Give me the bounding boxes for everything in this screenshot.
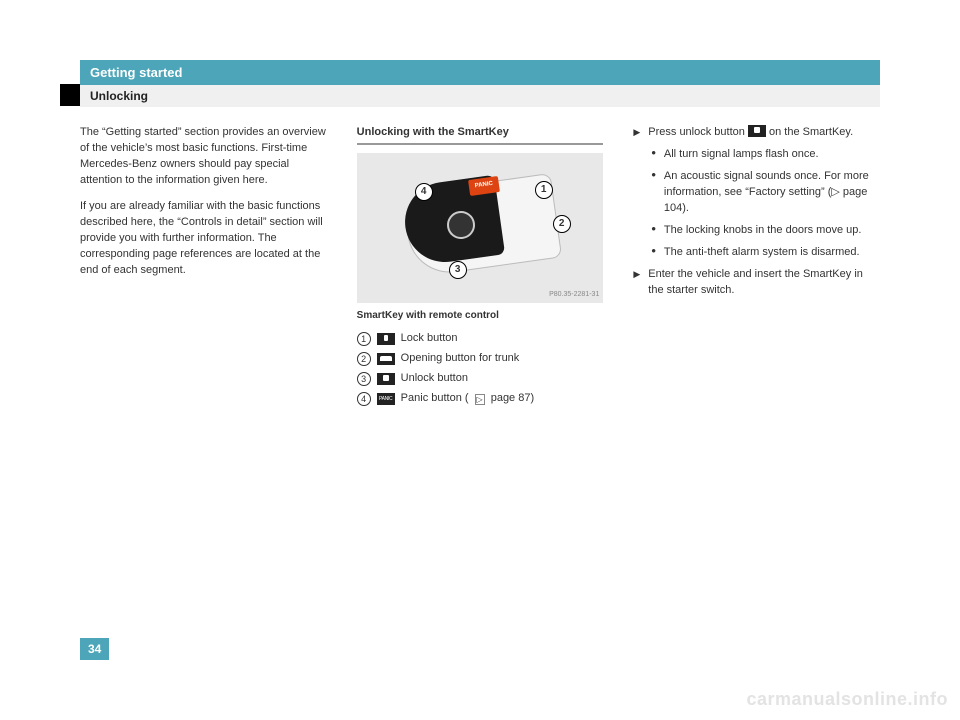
lock-icon [377, 333, 395, 345]
step-2-text: Enter the vehicle and insert the SmartKe… [648, 267, 880, 299]
callout-1: 1 [535, 181, 553, 199]
result-4-text: The anti-theft alarm system is disarmed. [664, 245, 860, 261]
watermark: carmanualsonline.info [746, 689, 948, 710]
legend-row-1: 1 Lock button [357, 331, 604, 347]
section-title: Unlocking [80, 85, 880, 107]
xref-icon: ▷ [475, 394, 485, 405]
column-1: The “Getting started” section provides a… [80, 125, 327, 411]
smartkey-figure: PANIC 1 2 3 4 P80.35-2281-31 [357, 153, 604, 303]
step-2: ▶ Enter the vehicle and insert the Smart… [633, 267, 880, 299]
side-tab [60, 84, 80, 106]
legend-row-2: 2 Opening button for trunk [357, 351, 604, 367]
legend-row-3: 3 Unlock button [357, 371, 604, 387]
legend-num-1: 1 [357, 332, 371, 346]
legend-num-3: 3 [357, 372, 371, 386]
callout-4: 4 [415, 183, 433, 201]
legend-text-2: Opening button for trunk [401, 351, 520, 367]
unlock-icon [377, 373, 395, 385]
result-3: • The locking knobs in the doors move up… [651, 223, 880, 239]
unlocking-heading: Unlocking with the SmartKey [357, 125, 604, 145]
step-1-results: • All turn signal lamps flash once. • An… [651, 147, 880, 261]
legend-row-4: 4 PANIC Panic button ( ▷ page 87) [357, 391, 604, 407]
callout-3: 3 [449, 261, 467, 279]
callout-2: 2 [553, 215, 571, 233]
step-1-text: Press unlock button on the SmartKey. [648, 125, 853, 141]
legend-text-1: Lock button [401, 331, 458, 347]
bullet-icon: • [651, 147, 656, 163]
intro-paragraph-1: The “Getting started” section provides a… [80, 125, 327, 189]
intro-paragraph-2: If you are already familiar with the bas… [80, 199, 327, 279]
page-number: 34 [80, 638, 109, 660]
unlock-icon-inline [748, 125, 766, 137]
step-1: ▶ Press unlock button on the SmartKey. [633, 125, 880, 141]
step-marker-icon: ▶ [633, 126, 640, 141]
step1-b: on the SmartKey. [766, 126, 853, 138]
result-2: • An acoustic signal sounds once. For mo… [651, 169, 880, 217]
column-2: Unlocking with the SmartKey PANIC 1 2 3 … [357, 125, 604, 411]
result-1-text: All turn signal lamps flash once. [664, 147, 819, 163]
legend-text-4b: page 87) [491, 391, 534, 407]
legend-text-3: Unlock button [401, 371, 468, 387]
bullet-icon: • [651, 245, 656, 261]
figure-ref: P80.35-2281-31 [549, 290, 599, 300]
step-marker-icon: ▶ [633, 268, 640, 299]
body-columns: The “Getting started” section provides a… [80, 125, 880, 411]
result-4: • The anti-theft alarm system is disarme… [651, 245, 880, 261]
legend-num-4: 4 [357, 392, 371, 406]
legend-num-2: 2 [357, 352, 371, 366]
result-3-text: The locking knobs in the doors move up. [664, 223, 862, 239]
bullet-icon: • [651, 223, 656, 239]
result-2-text: An acoustic signal sounds once. For more… [664, 169, 880, 217]
chapter-title: Getting started [80, 60, 880, 85]
trunk-icon [377, 353, 395, 365]
page-content: Getting started Unlocking The “Getting s… [80, 60, 880, 411]
column-3: ▶ Press unlock button on the SmartKey. •… [633, 125, 880, 411]
result-1: • All turn signal lamps flash once. [651, 147, 880, 163]
figure-caption: SmartKey with remote control [357, 309, 604, 324]
legend-text-4a: Panic button ( [401, 391, 469, 407]
panic-icon: PANIC [377, 393, 395, 405]
bullet-icon: • [651, 169, 656, 217]
step1-a: Press unlock button [648, 126, 748, 138]
